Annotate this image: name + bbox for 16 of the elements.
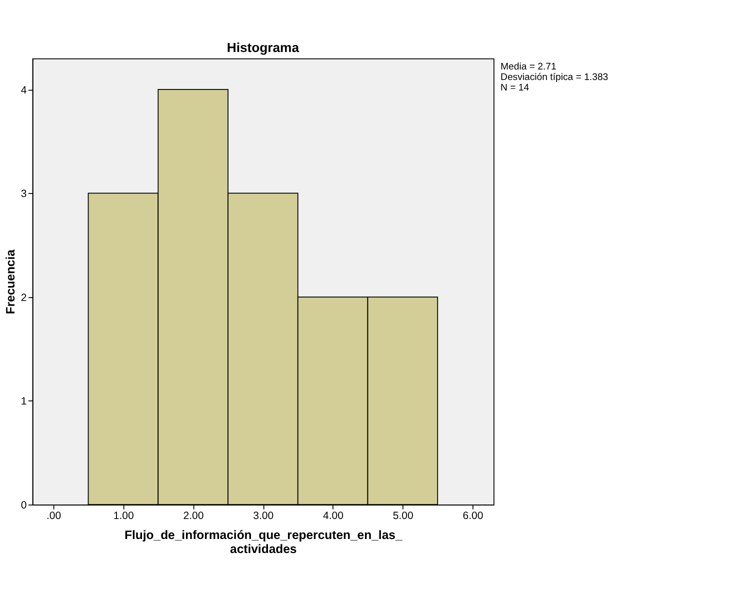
x-tick-label: .00 <box>46 510 62 522</box>
x-tick-label: 2.00 <box>183 510 204 522</box>
y-tick-label: 3 <box>20 188 27 200</box>
chart-title: Histograma <box>226 40 300 56</box>
y-tick-label: 4 <box>20 84 27 96</box>
y-tick-label: 1 <box>20 396 27 408</box>
y-tick-label: 2 <box>20 292 27 304</box>
x-axis-title: Flujo_de_información_que_repercuten_en_las_ actividades <box>124 528 402 556</box>
x-tick-label: 4.00 <box>323 510 344 522</box>
x-tick-label: 3.00 <box>253 510 274 522</box>
y-axis-title: Frecuencia <box>4 249 18 314</box>
text: Media = 2.71 Desviación típica = 1.383 N = 14 <box>500 62 608 94</box>
x-tick-label: 6.00 <box>462 510 484 522</box>
x-tick-label: 5.00 <box>392 510 414 522</box>
x-tick-label: 1.00 <box>113 510 134 522</box>
y-tick-label: 0 <box>20 500 27 512</box>
